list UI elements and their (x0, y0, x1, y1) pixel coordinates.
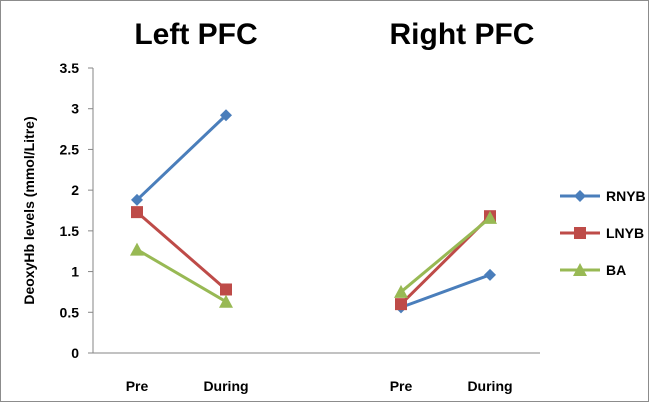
panel-title: Right PFC (390, 18, 535, 51)
axes (88, 67, 540, 354)
legend-label: RNYB (606, 188, 646, 204)
data-point-square (220, 283, 232, 296)
y-tick-label: 3.5 (60, 60, 80, 76)
data-point-square (131, 206, 143, 219)
x-tick-label: Pre (126, 378, 149, 394)
data-point-diamond (131, 193, 143, 206)
text-layer: 0 0.5 1 1.5 2 2.5 3 3.5 DeoxyHb levels (mmol/Lit… (21, 18, 534, 394)
data-point-square (574, 227, 586, 239)
data-point-triangle (483, 210, 497, 224)
data-point-triangle (573, 263, 587, 276)
data-point-diamond (220, 109, 232, 122)
y-tick-label: 0.5 (60, 304, 80, 320)
series-line-ba (136, 248, 227, 303)
data-point-triangle (130, 242, 144, 256)
data-point-diamond (484, 268, 496, 281)
series-layer (130, 109, 497, 314)
y-tick-label: 3 (71, 101, 79, 117)
data-point-diamond (574, 190, 586, 202)
data-point-triangle (219, 294, 233, 308)
legend: RNYB LNYB BA (560, 188, 646, 278)
series-line-rnyb (135, 114, 228, 202)
panel-title: Left PFC (134, 18, 257, 51)
data-point-square (395, 298, 407, 311)
x-tick-label: Pre (390, 378, 413, 394)
y-tick-label: 1.5 (60, 223, 80, 239)
y-tick-label: 0 (71, 345, 79, 361)
series-line-ba (400, 216, 491, 294)
y-tick-label: 2 (71, 182, 79, 198)
x-tick-label: During (203, 378, 248, 394)
series-line-lnyb (136, 210, 227, 291)
legend-label: LNYB (606, 225, 644, 241)
x-tick-label: During (467, 378, 512, 394)
data-point-triangle (394, 284, 408, 298)
y-tick-label: 2.5 (60, 141, 80, 157)
y-axis-title: DeoxyHb levels (mmol/Litre) (21, 116, 37, 304)
y-tick-label: 1 (71, 264, 79, 280)
series-line-rnyb (400, 273, 491, 309)
legend-label: BA (606, 262, 626, 278)
